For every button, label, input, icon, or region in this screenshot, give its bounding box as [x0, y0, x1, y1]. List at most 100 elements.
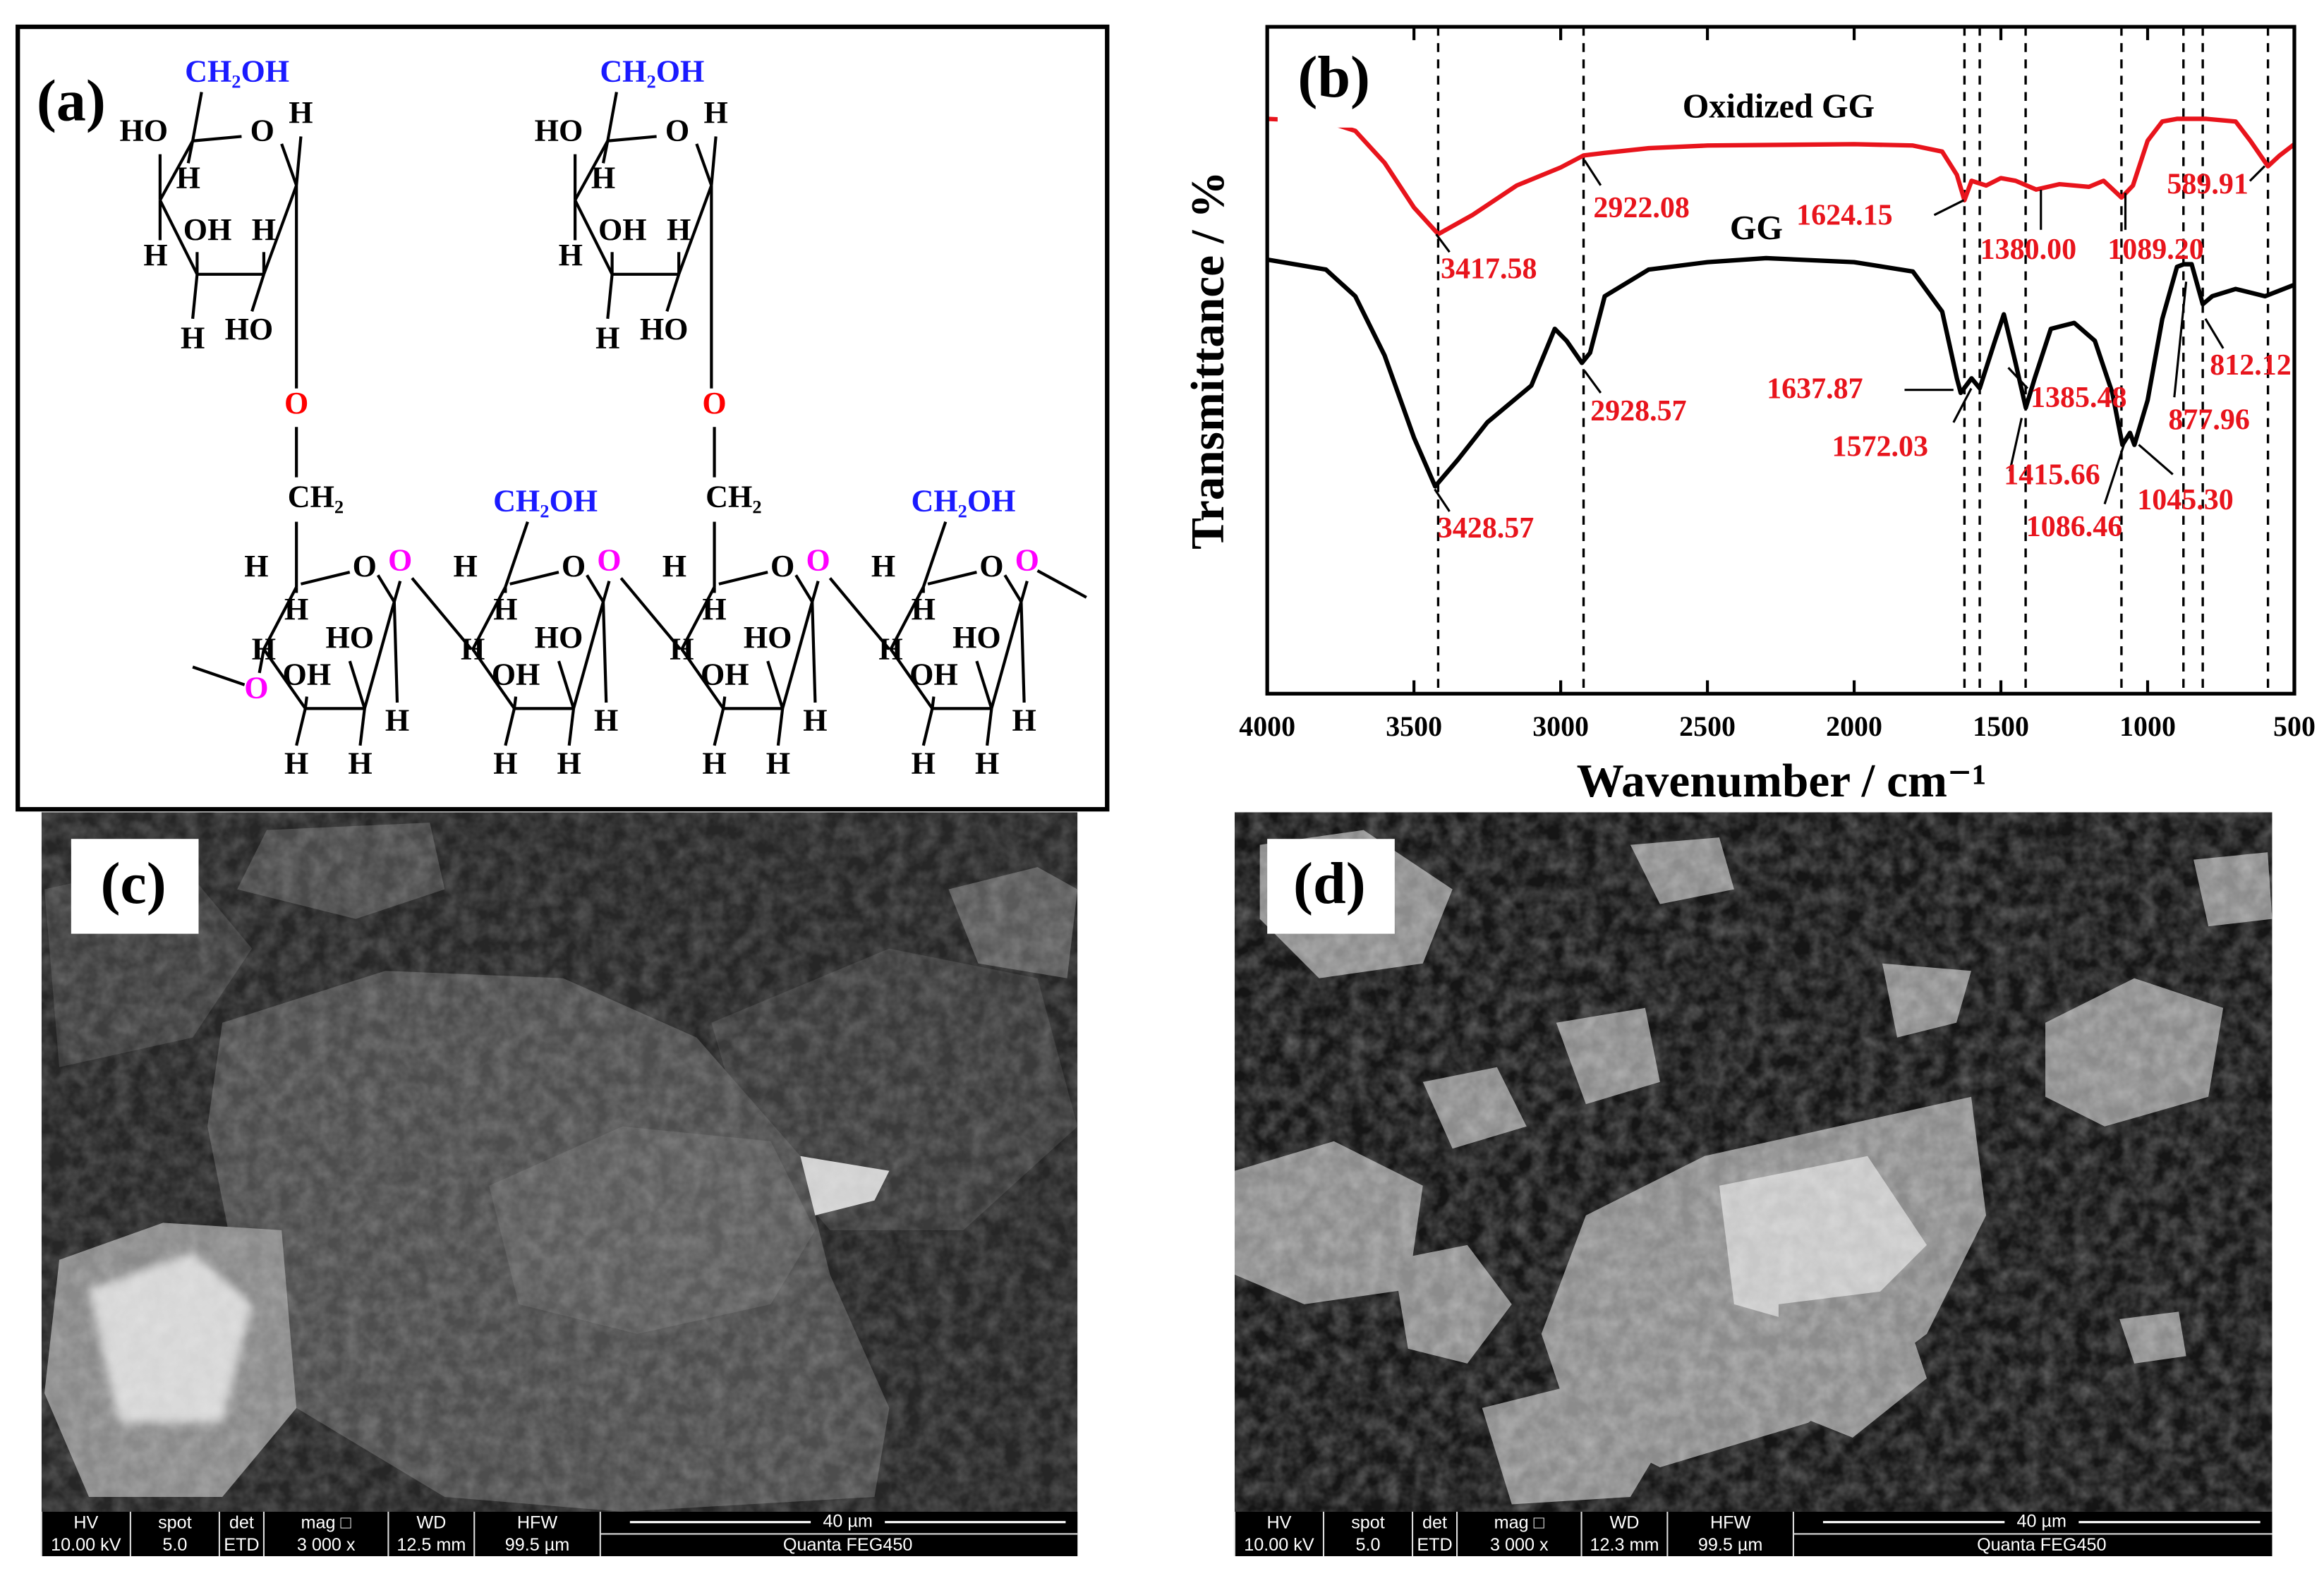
info-value: 10.00 kV: [1244, 1535, 1314, 1555]
bond: [601, 140, 610, 164]
info-header: WD: [416, 1512, 446, 1532]
info-value: 3 000 x: [297, 1535, 356, 1555]
bond: [376, 574, 396, 603]
info-header: mag □: [301, 1512, 352, 1532]
atom-label: OH: [283, 657, 332, 691]
bond: [828, 577, 891, 650]
annotation-leader: [2204, 318, 2225, 349]
atom-label: O: [979, 549, 1003, 583]
bond: [695, 143, 713, 186]
info-value: 5.0: [162, 1535, 187, 1555]
annotation-leader: [2103, 444, 2125, 504]
bond: [677, 185, 713, 275]
bond: [931, 696, 936, 709]
atom-label: H: [493, 746, 517, 780]
atom-label: CH₂: [288, 479, 344, 514]
info-value: 99.5 µm: [1698, 1535, 1763, 1555]
bond: [512, 696, 518, 709]
bond: [601, 581, 611, 602]
annotation: 1089.20: [2107, 233, 2204, 266]
atom-label: O: [702, 386, 726, 420]
bond: [990, 601, 1023, 709]
annotation: 812.12: [2210, 349, 2292, 382]
atom-label: O: [597, 543, 621, 578]
bond: [921, 521, 948, 588]
x-tick-label: 2500: [1679, 710, 1736, 742]
annotation-leader: [2249, 165, 2266, 182]
atom-label: H: [1012, 703, 1036, 737]
bond: [358, 708, 366, 746]
atom-label: H: [912, 592, 936, 626]
atom-label: H: [461, 632, 485, 667]
atom-label: HO: [640, 312, 689, 346]
annotation: 1624.15: [1796, 200, 1893, 232]
atom-label: CH₂OH: [185, 54, 289, 88]
annotation: 589.91: [2167, 169, 2249, 201]
info-header: WD: [1609, 1512, 1639, 1532]
bond: [586, 574, 605, 603]
annotation: 877.96: [2168, 404, 2250, 437]
atom-label: H: [912, 746, 936, 780]
x-tick-label: 2000: [1826, 710, 1882, 742]
bond: [601, 602, 608, 703]
annotation: 1415.66: [2004, 459, 2100, 491]
bond: [811, 602, 817, 703]
atom-label: O: [388, 543, 412, 578]
series-label: GG: [1730, 210, 1783, 247]
bond: [927, 571, 977, 586]
annotation-leader: [2173, 281, 2188, 398]
x-tick-label: 500: [2273, 710, 2316, 742]
atom-label: OH: [701, 657, 749, 691]
atom-label: H: [702, 592, 726, 626]
atom-label: H: [252, 632, 276, 667]
atom-label: H: [667, 212, 691, 247]
info-header: det: [1422, 1512, 1447, 1532]
scale-bar-gap: [2004, 1513, 2079, 1532]
bond: [986, 708, 993, 746]
bond: [680, 648, 725, 710]
bond: [619, 577, 682, 650]
atom-label: O: [353, 549, 377, 583]
annotation: 1385.48: [2031, 382, 2127, 414]
atom-label: HO: [535, 113, 583, 147]
bond: [192, 665, 246, 686]
info-header: HV: [73, 1512, 98, 1532]
atom-label: OH: [183, 212, 232, 247]
atom-label: CH₂OH: [493, 484, 598, 518]
bond: [280, 143, 298, 186]
atom-label: H: [803, 703, 827, 737]
info-value: 99.5 µm: [505, 1535, 570, 1555]
info-header: HFW: [517, 1512, 558, 1532]
bond: [363, 601, 396, 709]
bond: [567, 708, 576, 746]
atom-label: H: [878, 632, 902, 667]
bond: [471, 586, 507, 650]
bond: [509, 571, 559, 586]
atom-label: H: [244, 549, 268, 583]
atom-label: O: [284, 386, 308, 420]
panel-label: (c): [100, 851, 166, 916]
atom-label: O: [665, 113, 689, 147]
bond: [606, 274, 614, 320]
bond: [1019, 581, 1029, 602]
annotation: 1380.00: [1980, 233, 2077, 266]
bond: [411, 577, 473, 650]
bond: [504, 521, 529, 588]
atom-label: H: [559, 238, 583, 272]
bond: [607, 135, 657, 142]
bond: [713, 708, 725, 746]
bond: [811, 581, 820, 602]
info-header: mag □: [1494, 1512, 1545, 1532]
annotation-leader: [1583, 159, 1602, 186]
bond: [710, 136, 718, 186]
panel-label: (a): [37, 68, 106, 134]
atom-label: H: [181, 320, 205, 355]
bond: [781, 601, 814, 709]
info-value: 12.3 mm: [1590, 1535, 1659, 1555]
atom-label: HO: [325, 620, 374, 655]
scale-bar-label: 40 µm: [823, 1511, 873, 1531]
atom-label: H: [284, 746, 308, 780]
x-tick-label: 3500: [1386, 710, 1442, 742]
info-header: det: [229, 1512, 254, 1532]
